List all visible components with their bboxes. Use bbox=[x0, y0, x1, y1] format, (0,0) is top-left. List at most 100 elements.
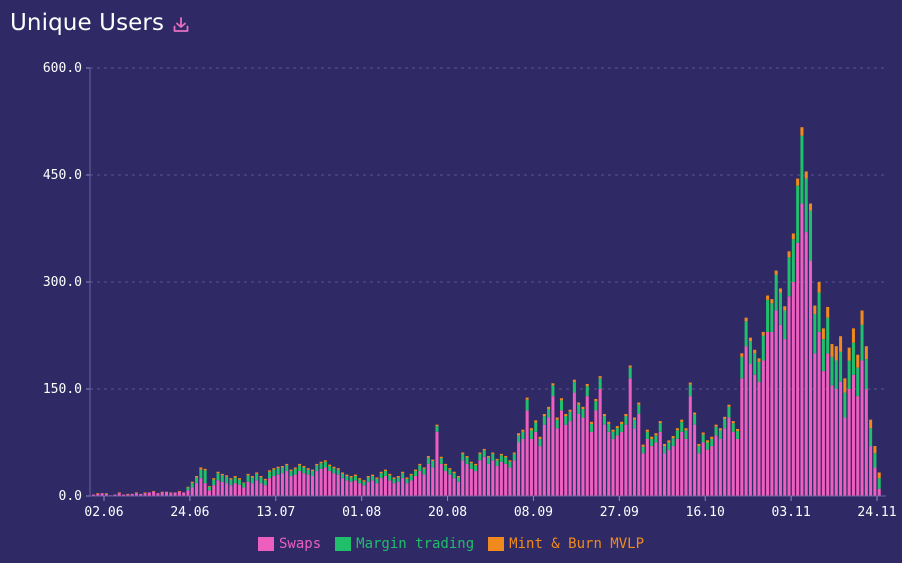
bar-segment-margin-trading[interactable] bbox=[401, 473, 405, 479]
bar-segment-swaps[interactable] bbox=[538, 446, 542, 496]
bar-segment-mint-burn[interactable] bbox=[736, 428, 740, 432]
bar-segment-swaps[interactable] bbox=[164, 491, 168, 496]
bar-segment-margin-trading[interactable] bbox=[757, 361, 761, 382]
bar-segment-mint-burn[interactable] bbox=[590, 421, 594, 424]
bar-segment-swaps[interactable] bbox=[156, 493, 160, 496]
bar-segment-margin-trading[interactable] bbox=[551, 385, 555, 397]
bar-segment-margin-trading[interactable] bbox=[869, 428, 873, 447]
bar-segment-swaps[interactable] bbox=[787, 296, 791, 496]
bar-segment-mint-burn[interactable] bbox=[259, 476, 263, 478]
bar-segment-swaps[interactable] bbox=[873, 467, 877, 496]
bar-segment-mint-burn[interactable] bbox=[748, 337, 752, 342]
bar-segment-mint-burn[interactable] bbox=[401, 471, 405, 474]
bar-segment-mint-burn[interactable] bbox=[658, 421, 662, 424]
bar-segment-swaps[interactable] bbox=[100, 493, 104, 496]
bar-segment-mint-burn[interactable] bbox=[482, 448, 486, 451]
bar-segment-mint-burn[interactable] bbox=[405, 477, 409, 479]
bar-segment-swaps[interactable] bbox=[160, 492, 164, 496]
bar-segment-swaps[interactable] bbox=[796, 242, 800, 496]
bar-segment-mint-burn[interactable] bbox=[860, 310, 864, 325]
bar-segment-mint-burn[interactable] bbox=[298, 463, 302, 466]
bar-segment-swaps[interactable] bbox=[809, 260, 813, 496]
bar-segment-mint-burn[interactable] bbox=[598, 376, 602, 379]
bar-segment-swaps[interactable] bbox=[233, 483, 237, 496]
bar-segment-mint-burn[interactable] bbox=[847, 347, 851, 361]
bar-segment-swaps[interactable] bbox=[104, 493, 108, 496]
bar-segment-swaps[interactable] bbox=[152, 491, 156, 496]
bar-segment-mint-burn[interactable] bbox=[577, 402, 581, 405]
bar-segment-swaps[interactable] bbox=[444, 471, 448, 496]
bar-segment-swaps[interactable] bbox=[147, 492, 151, 496]
bar-segment-mint-burn[interactable] bbox=[718, 428, 722, 431]
bar-segment-margin-trading[interactable] bbox=[233, 477, 237, 484]
bar-segment-mint-burn[interactable] bbox=[143, 492, 147, 494]
bar-segment-mint-burn[interactable] bbox=[383, 469, 387, 472]
bar-segment-mint-burn[interactable] bbox=[353, 474, 357, 477]
bar-segment-margin-trading[interactable] bbox=[242, 483, 246, 488]
bar-segment-swaps[interactable] bbox=[572, 392, 576, 496]
bar-segment-margin-trading[interactable] bbox=[474, 465, 478, 472]
bar-segment-margin-trading[interactable] bbox=[723, 418, 727, 429]
bar-segment-swaps[interactable] bbox=[306, 474, 310, 496]
bar-segment-swaps[interactable] bbox=[770, 331, 774, 496]
bar-segment-margin-trading[interactable] bbox=[306, 469, 310, 475]
bar-segment-swaps[interactable] bbox=[315, 471, 319, 496]
bar-segment-margin-trading[interactable] bbox=[637, 404, 641, 414]
bar-segment-mint-burn[interactable] bbox=[525, 397, 529, 400]
bar-segment-mint-burn[interactable] bbox=[817, 282, 821, 293]
bar-segment-swaps[interactable] bbox=[615, 435, 619, 496]
bar-segment-mint-burn[interactable] bbox=[289, 469, 293, 472]
bar-segment-mint-burn[interactable] bbox=[96, 493, 100, 494]
bar-segment-swaps[interactable] bbox=[555, 428, 559, 496]
bar-segment-swaps[interactable] bbox=[349, 481, 353, 496]
bar-segment-mint-burn[interactable] bbox=[761, 331, 765, 336]
bar-segment-margin-trading[interactable] bbox=[624, 416, 628, 425]
bar-segment-mint-burn[interactable] bbox=[529, 428, 533, 431]
bar-segment-mint-burn[interactable] bbox=[160, 491, 164, 493]
bar-segment-mint-burn[interactable] bbox=[469, 461, 473, 464]
bar-segment-mint-burn[interactable] bbox=[242, 482, 246, 484]
bar-segment-margin-trading[interactable] bbox=[641, 446, 645, 454]
bar-segment-swaps[interactable] bbox=[482, 456, 486, 496]
bar-segment-mint-burn[interactable] bbox=[873, 446, 877, 454]
bar-segment-mint-burn[interactable] bbox=[495, 458, 499, 461]
bar-segment-margin-trading[interactable] bbox=[255, 473, 259, 481]
bar-segment-mint-burn[interactable] bbox=[778, 288, 782, 293]
bar-segment-margin-trading[interactable] bbox=[491, 453, 495, 461]
bar-segment-swaps[interactable] bbox=[624, 424, 628, 496]
bar-segment-swaps[interactable] bbox=[718, 438, 722, 496]
bar-segment-swaps[interactable] bbox=[637, 413, 641, 496]
bar-segment-mint-burn[interactable] bbox=[744, 317, 748, 322]
bar-segment-mint-burn[interactable] bbox=[285, 463, 289, 466]
bar-segment-mint-burn[interactable] bbox=[203, 468, 207, 471]
bar-segment-mint-burn[interactable] bbox=[654, 433, 658, 436]
bar-segment-swaps[interactable] bbox=[272, 476, 276, 496]
bar-segment-margin-trading[interactable] bbox=[426, 457, 430, 464]
bar-segment-mint-burn[interactable] bbox=[826, 306, 830, 318]
bar-segment-mint-burn[interactable] bbox=[491, 452, 495, 454]
bar-segment-swaps[interactable] bbox=[620, 431, 624, 496]
bar-segment-mint-burn[interactable] bbox=[564, 413, 568, 417]
bar-segment-margin-trading[interactable] bbox=[504, 457, 508, 464]
bar-segment-swaps[interactable] bbox=[817, 331, 821, 496]
bar-segment-mint-burn[interactable] bbox=[396, 476, 400, 478]
bar-segment-margin-trading[interactable] bbox=[362, 481, 366, 486]
bar-segment-margin-trading[interactable] bbox=[199, 469, 203, 479]
bar-segment-swaps[interactable] bbox=[654, 442, 658, 497]
bar-segment-mint-burn[interactable] bbox=[615, 426, 619, 429]
bar-segment-swaps[interactable] bbox=[422, 474, 426, 496]
bar-segment-mint-burn[interactable] bbox=[233, 476, 237, 478]
bar-segment-mint-burn[interactable] bbox=[293, 467, 297, 469]
bar-segment-mint-burn[interactable] bbox=[212, 478, 216, 480]
bar-segment-swaps[interactable] bbox=[830, 385, 834, 496]
bar-segment-swaps[interactable] bbox=[602, 424, 606, 496]
bar-segment-margin-trading[interactable] bbox=[366, 477, 370, 482]
bar-segment-margin-trading[interactable] bbox=[293, 468, 297, 475]
bar-segment-swaps[interactable] bbox=[250, 483, 254, 496]
bar-segment-mint-burn[interactable] bbox=[319, 461, 323, 464]
bar-segment-mint-burn[interactable] bbox=[628, 365, 632, 368]
bar-segment-swaps[interactable] bbox=[581, 417, 585, 496]
bar-segment-mint-burn[interactable] bbox=[856, 354, 860, 368]
bar-segment-swaps[interactable] bbox=[122, 494, 126, 496]
bar-segment-mint-burn[interactable] bbox=[568, 409, 572, 412]
